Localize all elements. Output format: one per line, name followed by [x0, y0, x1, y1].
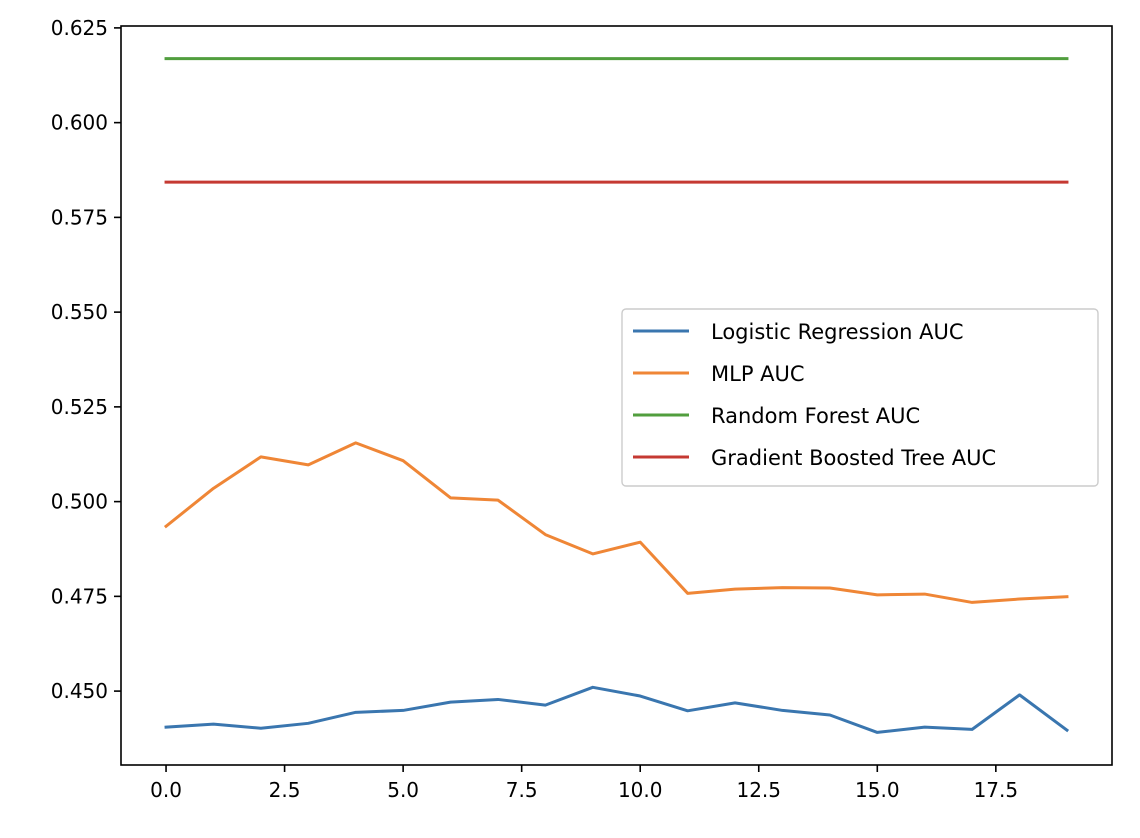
y-tick-label-7: 0.625 [51, 16, 108, 40]
x-axis: 0.0 2.5 5.0 7.5 10.0 12.5 15.0 17.5 [150, 765, 1018, 802]
x-tick-label-5: 12.5 [736, 778, 781, 802]
legend-label-2: Random Forest AUC [711, 404, 920, 428]
x-tick-label-1: 2.5 [269, 778, 301, 802]
y-tick-label-3: 0.525 [51, 395, 108, 419]
series-line-1 [163, 441, 1069, 604]
y-tick-label-6: 0.600 [51, 111, 108, 135]
plot-frame [120, 25, 1113, 766]
y-tick-label-5: 0.575 [51, 205, 108, 229]
y-tick-label-0: 0.450 [51, 679, 108, 703]
x-tick-label-7: 17.5 [974, 778, 1019, 802]
legend: Logistic Regression AUC MLP AUC Random For… [621, 308, 1099, 487]
x-tick-label-6: 15.0 [855, 778, 900, 802]
y-tick-label-2: 0.500 [51, 490, 108, 514]
y-axis: 0.450 0.475 0.500 0.525 0.550 0.575 0.600 0.625 [51, 16, 121, 703]
y-tick-label-4: 0.550 [51, 300, 108, 324]
series-line-0 [164, 685, 1070, 734]
legend-label-3: Gradient Boosted Tree AUC [711, 446, 996, 470]
series-layer [163, 57, 1070, 734]
y-tick-label-1: 0.475 [51, 584, 108, 608]
legend-box [621, 308, 1099, 487]
legend-label-0: Logistic Regression AUC [711, 320, 964, 344]
x-tick-label-3: 7.5 [506, 778, 538, 802]
x-tick-label-4: 10.0 [618, 778, 663, 802]
x-tick-label-2: 5.0 [387, 778, 419, 802]
legend-label-1: MLP AUC [711, 362, 805, 386]
x-tick-label-0: 0.0 [150, 778, 182, 802]
